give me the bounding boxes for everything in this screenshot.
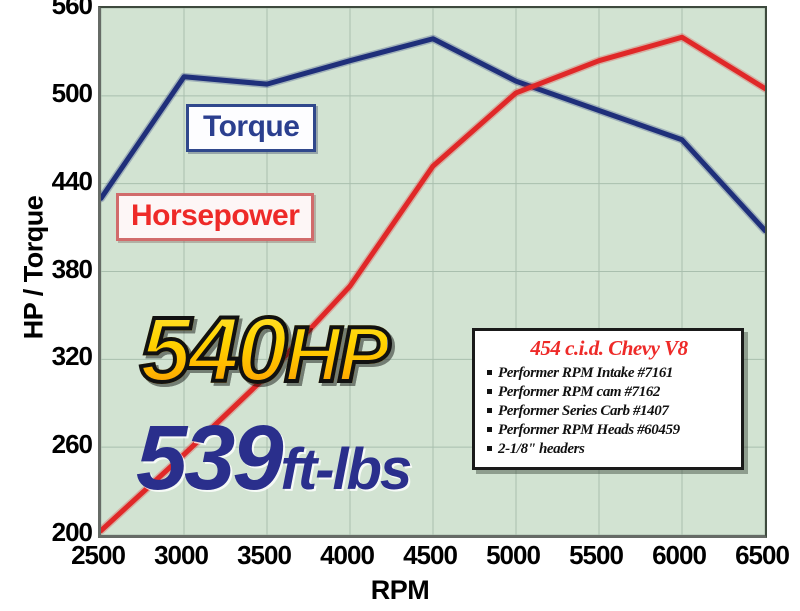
- hero-torque-number: 539: [136, 407, 283, 509]
- hero-hp-number: 540: [138, 299, 289, 401]
- bullet-icon: [487, 446, 492, 452]
- engine-spec-list: Performer RPM Intake #7161 Performer RPM …: [485, 364, 733, 459]
- bullet-icon: [487, 370, 492, 376]
- bullet-icon: [487, 389, 492, 395]
- x-tick-label: 4500: [403, 540, 458, 570]
- y-tick-label: 560: [51, 0, 93, 20]
- bullet-icon: [487, 408, 492, 414]
- y-axis-tick-labels: 200 260 320 380 440 500 560: [0, 0, 93, 611]
- series-line-horsepower: [101, 34, 765, 534]
- hero-torque-unit: ft-lbs: [280, 437, 413, 502]
- y-tick-label: 200: [51, 517, 93, 547]
- engine-spec-item-label: Performer RPM Intake #7161: [498, 365, 674, 381]
- x-tick-label: 6500: [735, 540, 790, 570]
- x-tick-label: 3000: [154, 540, 209, 570]
- engine-spec-box: 454 c.i.d. Chevy V8 Performer RPM Intake…: [472, 328, 744, 470]
- y-tick-label: 260: [51, 429, 93, 460]
- y-tick-label: 380: [51, 253, 93, 284]
- series-line-torque: [101, 36, 765, 234]
- x-axis-title: RPM: [370, 575, 430, 605]
- x-tick-label: 4000: [320, 540, 375, 570]
- series-label-torque: Torque: [186, 104, 317, 152]
- engine-spec-title: 454 c.i.d. Chevy V8: [530, 336, 688, 360]
- hero-horsepower-value: 540HP: [138, 302, 392, 400]
- x-tick-label: 3500: [237, 540, 292, 570]
- series-lines: [101, 33, 765, 535]
- y-tick-label: 440: [51, 165, 93, 196]
- x-tick-label: 6000: [652, 540, 707, 570]
- y-tick-label: 500: [51, 77, 93, 108]
- y-tick-label: 320: [51, 341, 93, 372]
- hero-torque-value: 539ft-lbs: [136, 412, 413, 516]
- x-tick-label: 2500: [71, 540, 126, 570]
- bullet-icon: [487, 427, 492, 433]
- engine-spec-item: Performer RPM Heads #60459: [485, 421, 733, 440]
- hero-hp-unit: HP: [282, 308, 391, 400]
- x-tick-label: 5500: [569, 540, 624, 570]
- engine-spec-item: Performer RPM Intake #7161: [485, 364, 733, 383]
- x-tick-label: 5000: [486, 540, 541, 570]
- engine-spec-item: Performer RPM cam #7162: [485, 383, 733, 402]
- engine-spec-item-label: Performer RPM cam #7162: [498, 384, 661, 400]
- engine-spec-item: Performer Series Carb #1407: [485, 402, 733, 421]
- engine-spec-item-label: Performer RPM Heads #60459: [498, 422, 680, 438]
- series-label-horsepower: Horsepower: [116, 193, 315, 241]
- engine-spec-item-label: 2-1/8" headers: [498, 441, 585, 457]
- engine-spec-item: 2-1/8" headers: [485, 440, 733, 459]
- x-axis-tick-labels: 2500 3000 3500 4000 4500 5000 5500 6000 6500: [0, 540, 800, 574]
- engine-spec-item-label: Performer Series Carb #1407: [498, 403, 669, 419]
